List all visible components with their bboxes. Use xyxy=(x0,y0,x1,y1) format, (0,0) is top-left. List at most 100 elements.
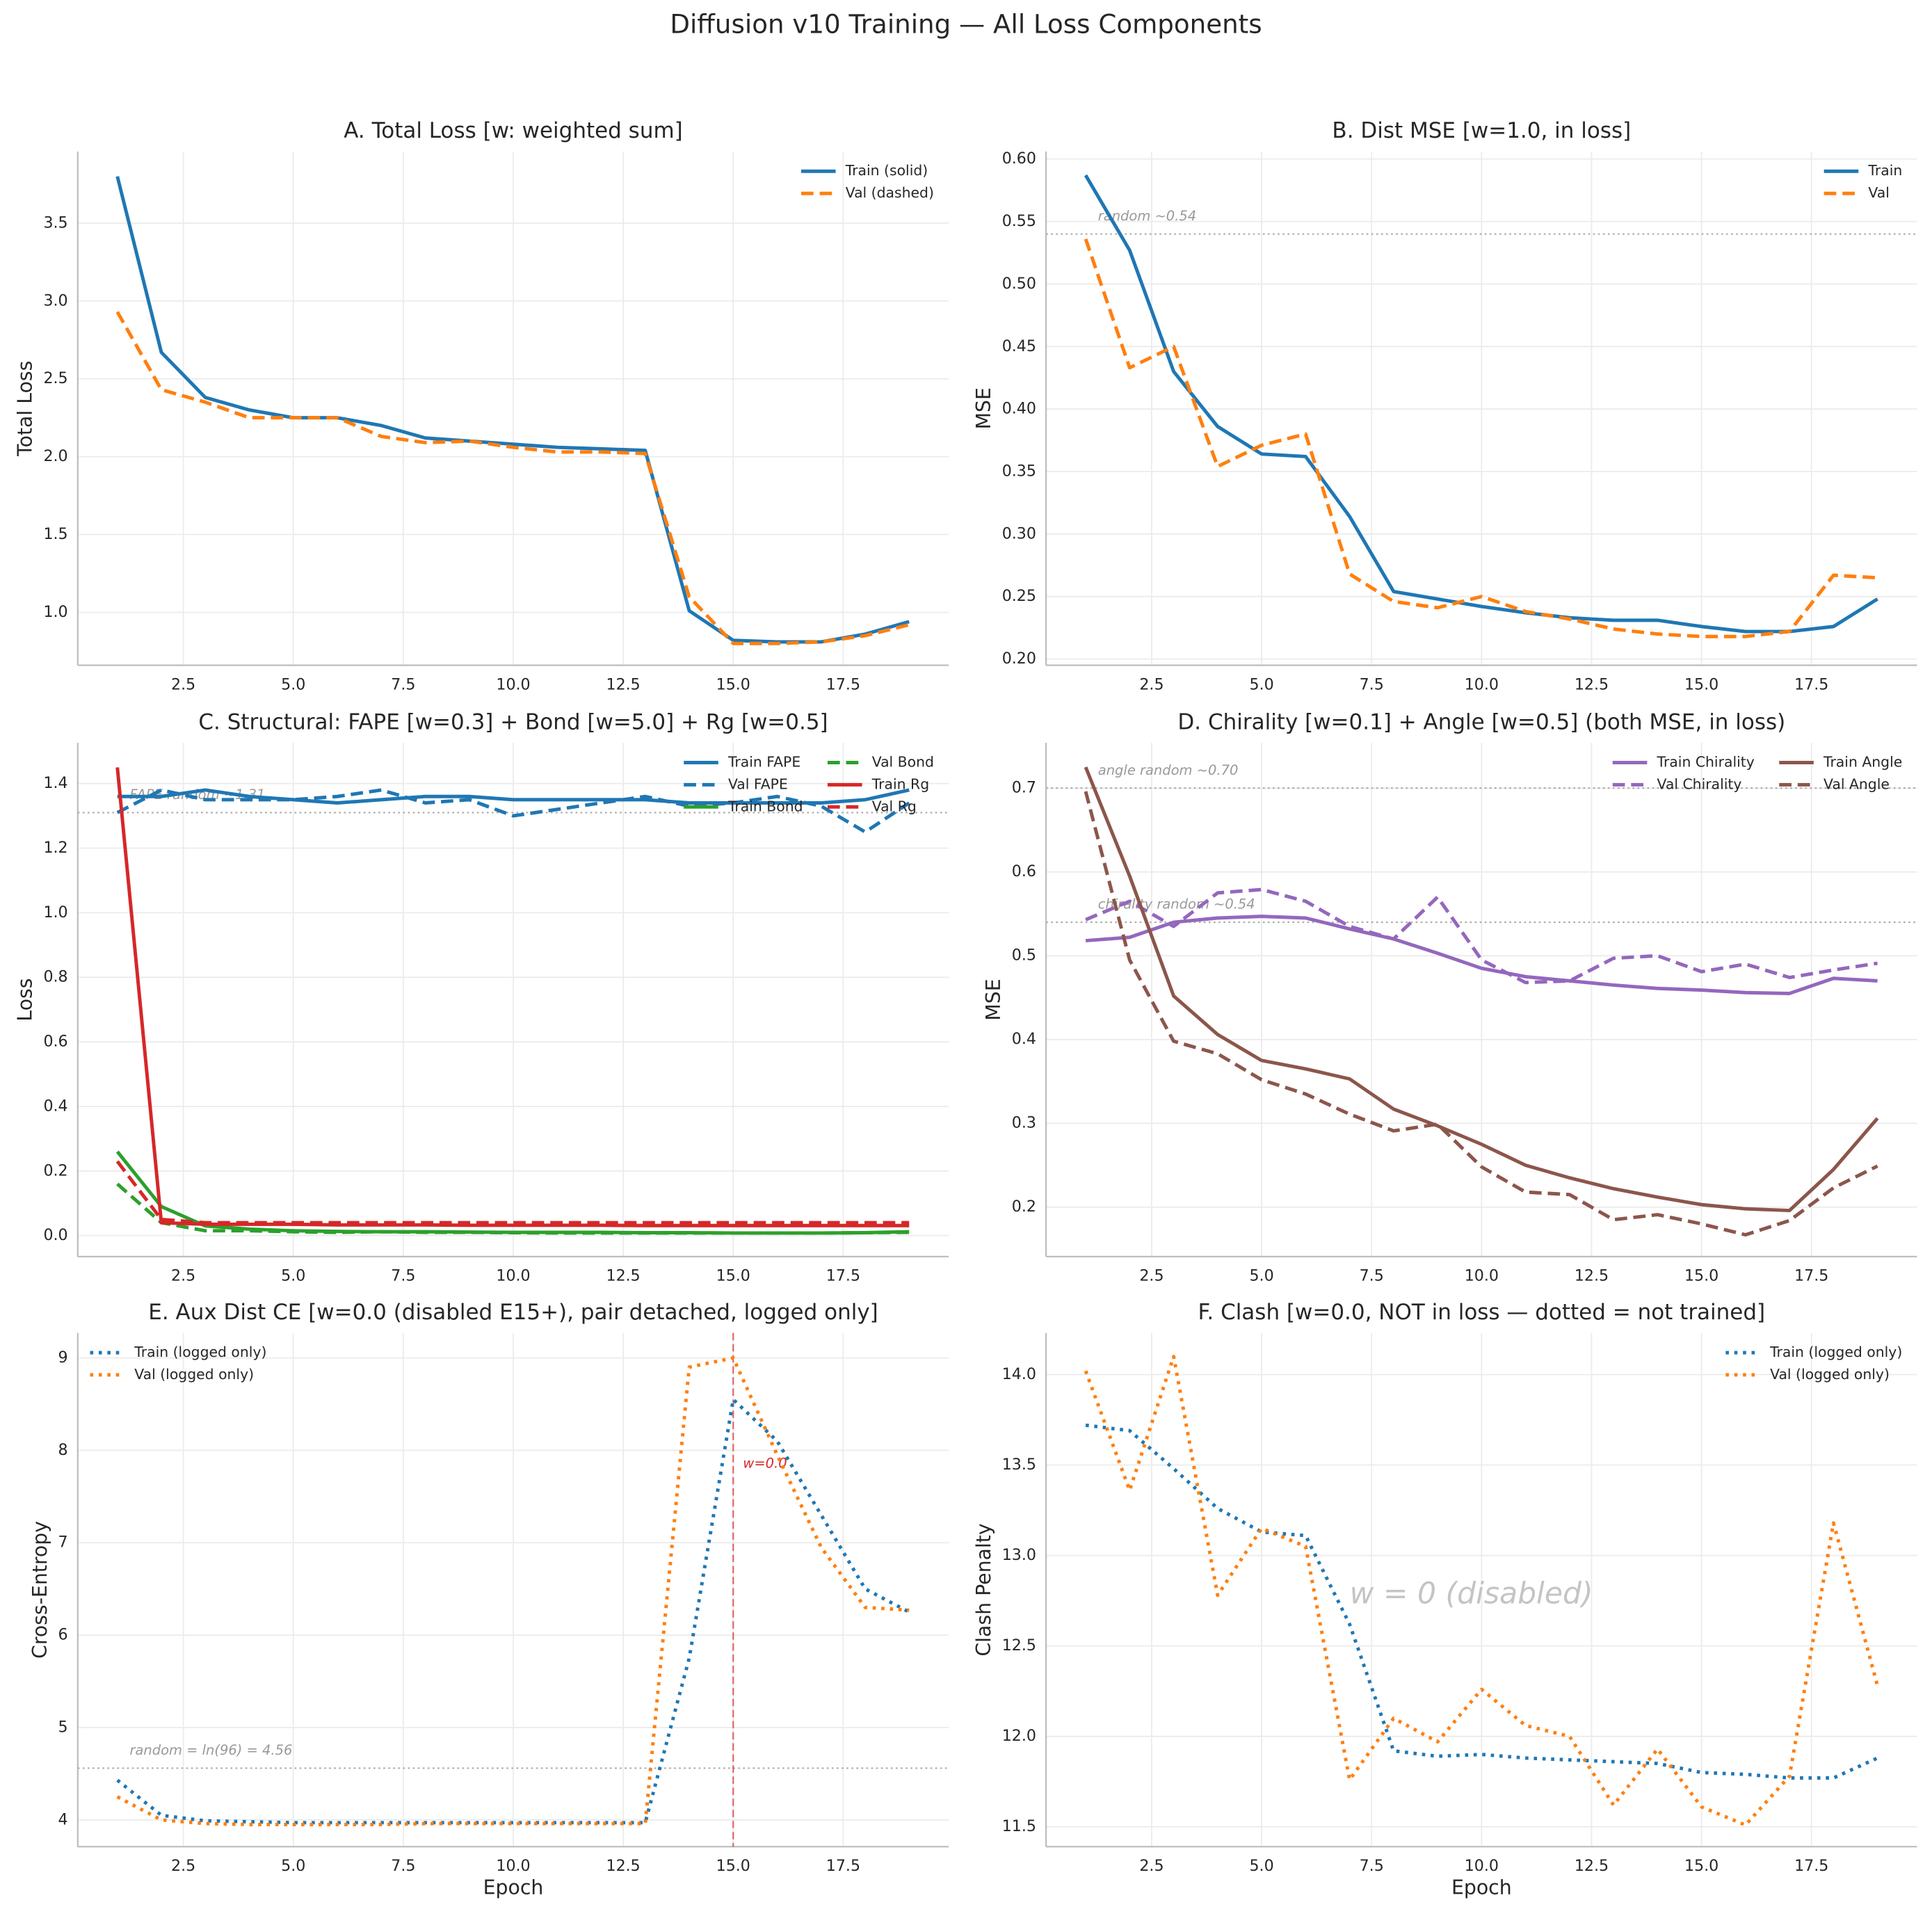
panel-title: D. Chirality [w=0.1] + Angle [w=0.5] (bo… xyxy=(1177,709,1785,734)
y-tick-label: 0.5 xyxy=(1012,947,1036,965)
x-tick-label: 17.5 xyxy=(1794,675,1828,693)
legend-label: Val Bond xyxy=(872,754,934,771)
x-tick-label: 5.0 xyxy=(1249,1267,1273,1285)
x-tick-label: 5.0 xyxy=(281,675,305,693)
x-tick-label: 2.5 xyxy=(171,1267,195,1285)
y-tick-label: 0.40 xyxy=(1002,400,1036,418)
series-line xyxy=(115,767,910,1227)
legend: Train (solid) Val (dashed) xyxy=(800,162,934,201)
x-tick-label: 2.5 xyxy=(1139,675,1164,693)
y-tick-label: 3.5 xyxy=(43,214,67,232)
y-tick-label: 0.0 xyxy=(43,1226,67,1244)
y-tick-label: 2.5 xyxy=(43,369,67,387)
x-tick-label: 10.0 xyxy=(496,675,530,693)
y-tick-label: 11.5 xyxy=(1002,1817,1036,1835)
legend: Train Val xyxy=(1824,162,1902,201)
x-tick-label: 2.5 xyxy=(171,1857,195,1875)
legend-label: Train Rg xyxy=(871,775,929,792)
y-tick-label: 0.7 xyxy=(1012,779,1036,797)
y-axis-label: MSE xyxy=(972,387,995,429)
panel: D. Chirality [w=0.1] + Angle [w=0.5] (bo… xyxy=(982,709,1917,1285)
legend-label: Train Bond xyxy=(727,798,803,814)
y-tick-label: 1.5 xyxy=(43,525,67,543)
x-tick-label: 15.0 xyxy=(716,1267,750,1285)
reference-label: w=0.0 xyxy=(743,1456,787,1472)
y-tick-label: 13.5 xyxy=(1002,1456,1036,1474)
series-line xyxy=(1084,791,1878,1237)
x-tick-label: 15.0 xyxy=(1684,1267,1718,1285)
y-tick-label: 0.4 xyxy=(1012,1030,1036,1048)
series-line xyxy=(115,311,910,645)
y-tick-label: 0.8 xyxy=(43,968,67,986)
y-tick-label: 1.0 xyxy=(43,603,67,621)
reference-label: angle random ~0.70 xyxy=(1098,762,1239,778)
y-tick-label: 0.3 xyxy=(1012,1114,1036,1132)
legend: Train Chirality Val Chirality Train Angle V… xyxy=(1612,754,1902,792)
series-line xyxy=(1085,915,1878,995)
y-tick-label: 0.35 xyxy=(1002,462,1036,480)
x-tick-label: 15.0 xyxy=(716,1857,750,1875)
x-tick-label: 10.0 xyxy=(496,1857,530,1875)
y-tick-label: 1.4 xyxy=(43,774,67,792)
x-axis-label: Epoch xyxy=(483,1876,544,1899)
x-axis-label: Epoch xyxy=(1451,1876,1512,1899)
series-line xyxy=(1084,1355,1879,1827)
figure-title: Diffusion v10 Training — All Loss Compon… xyxy=(670,9,1262,40)
panel: F. Clash [w=0.0, NOT in loss — dotted = … xyxy=(972,1300,1917,1899)
y-tick-label: 6 xyxy=(58,1626,68,1644)
x-tick-label: 17.5 xyxy=(826,675,860,693)
x-tick-label: 5.0 xyxy=(1249,675,1273,693)
legend-label: Train (logged only) xyxy=(1769,1344,1902,1360)
x-tick-label: 17.5 xyxy=(826,1857,860,1875)
x-tick-label: 10.0 xyxy=(1465,1267,1499,1285)
y-tick-label: 12.0 xyxy=(1002,1727,1036,1745)
series-line xyxy=(116,788,910,834)
x-tick-label: 10.0 xyxy=(1465,675,1499,693)
x-tick-label: 10.0 xyxy=(1465,1857,1499,1875)
x-tick-label: 2.5 xyxy=(1139,1857,1164,1875)
legend-label: Train Chirality xyxy=(1657,754,1755,771)
y-tick-label: 1.2 xyxy=(43,839,67,857)
x-tick-label: 17.5 xyxy=(1794,1857,1828,1875)
x-tick-label: 12.5 xyxy=(606,1857,641,1875)
x-tick-label: 12.5 xyxy=(606,675,641,693)
reference-label: random = ln(96) = 4.56 xyxy=(129,1742,292,1758)
y-tick-label: 7 xyxy=(58,1533,68,1552)
y-tick-label: 0.45 xyxy=(1002,337,1036,355)
panel-title: A. Total Loss [w: weighted sum] xyxy=(344,118,683,143)
x-tick-label: 12.5 xyxy=(1575,675,1609,693)
x-tick-label: 15.0 xyxy=(1684,1857,1718,1875)
panel: B. Dist MSE [w=1.0, in loss] 2.5 5.0 7.5 10.… xyxy=(972,118,1917,693)
y-axis-label: Clash Penalty xyxy=(972,1523,995,1656)
legend: Train FAPE Val FAPE Train Bond Val Bond Trai… xyxy=(684,754,934,814)
panel-title: B. Dist MSE [w=1.0, in loss] xyxy=(1332,118,1631,143)
series-line xyxy=(115,1160,910,1225)
panel-title: C. Structural: FAPE [w=0.3] + Bond [w=5.… xyxy=(198,709,828,734)
y-tick-label: 0.55 xyxy=(1002,212,1036,230)
legend-label: Val xyxy=(1868,184,1889,201)
y-tick-label: 0.30 xyxy=(1002,524,1036,542)
panel: C. Structural: FAPE [w=0.3] + Bond [w=5.… xyxy=(14,709,949,1285)
panel-title: F. Clash [w=0.0, NOT in loss — dotted = … xyxy=(1198,1300,1766,1325)
x-tick-label: 2.5 xyxy=(171,675,195,693)
series-line xyxy=(1084,238,1878,638)
x-tick-label: 7.5 xyxy=(1360,1267,1384,1285)
legend-label: Val Chirality xyxy=(1657,775,1742,792)
y-axis-label: Total Loss xyxy=(14,361,37,457)
annotation: w = 0 (disabled) xyxy=(1350,1577,1593,1611)
x-tick-label: 12.5 xyxy=(606,1267,641,1285)
y-axis-label: MSE xyxy=(982,979,1005,1020)
y-tick-label: 4 xyxy=(58,1810,68,1828)
series-line xyxy=(1084,766,1879,1213)
panel: A. Total Loss [w: weighted sum] 2.5 5.0 7.5… xyxy=(14,118,949,693)
x-tick-label: 5.0 xyxy=(281,1857,305,1875)
legend: Train (logged only) Val (logged only) xyxy=(1725,1344,1902,1383)
legend-label: Train (logged only) xyxy=(134,1344,266,1360)
legend-label: Val FAPE xyxy=(728,775,788,792)
legend-label: Val Rg xyxy=(872,798,917,814)
y-tick-label: 0.20 xyxy=(1002,650,1036,668)
y-tick-label: 8 xyxy=(58,1441,68,1459)
series-line xyxy=(116,1182,910,1235)
series-line xyxy=(1084,174,1878,634)
